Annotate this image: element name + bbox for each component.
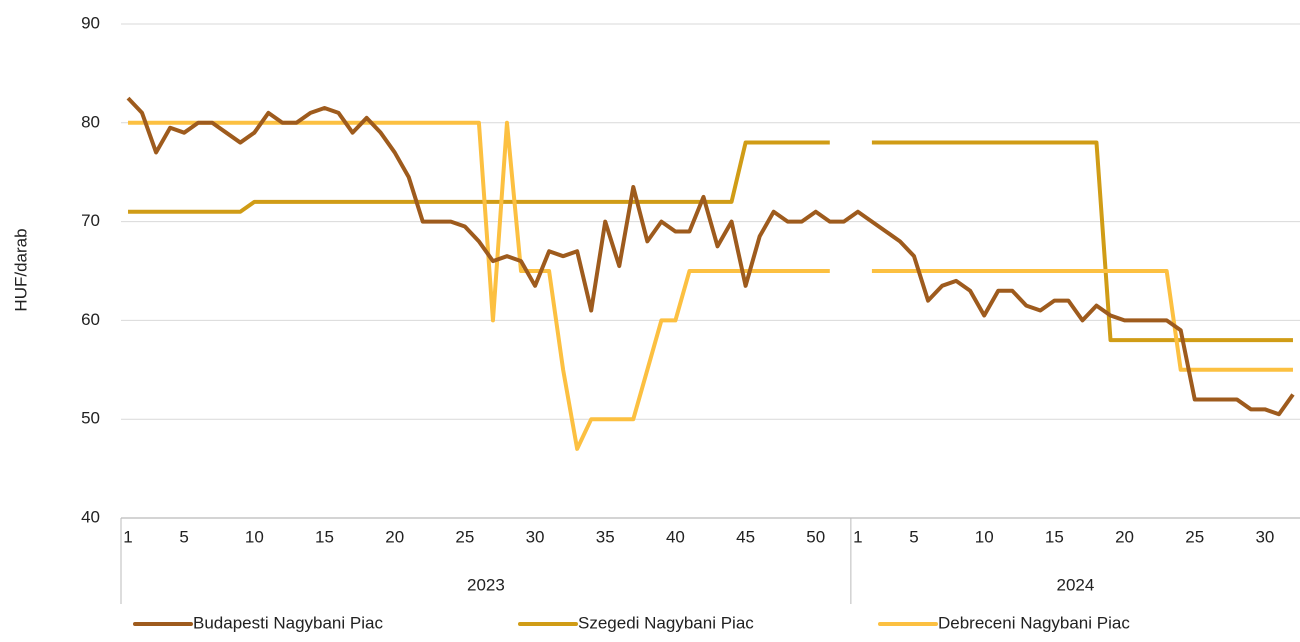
x-tick-label: 25 xyxy=(455,527,474,546)
y-tick-label: 60 xyxy=(81,310,100,329)
series-line xyxy=(128,140,1293,343)
y-tick-label: 40 xyxy=(81,507,100,526)
x-tick-label: 25 xyxy=(1185,527,1204,546)
x-tick-label: 5 xyxy=(179,527,188,546)
x-tick-label: 15 xyxy=(315,527,334,546)
x-tick-label: 20 xyxy=(1115,527,1134,546)
group-label: 2023 xyxy=(467,575,505,594)
x-tick-label: 15 xyxy=(1045,527,1064,546)
legend-label: Szegedi Nagybani Piac xyxy=(578,613,754,632)
series-line xyxy=(128,120,1293,451)
legend-label: Budapesti Nagybani Piac xyxy=(193,613,383,632)
x-tick-label: 10 xyxy=(975,527,994,546)
y-tick-label: 90 xyxy=(81,13,100,32)
x-tick-label: 50 xyxy=(806,527,825,546)
y-axis-label: HUF/darab xyxy=(11,228,30,311)
series-line xyxy=(126,96,1295,417)
x-tick-label: 35 xyxy=(596,527,615,546)
x-tick-label: 1 xyxy=(123,527,132,546)
y-tick-label: 50 xyxy=(81,409,100,428)
x-tick-label: 5 xyxy=(909,527,918,546)
group-label: 2024 xyxy=(1057,575,1095,594)
x-tick-label: 20 xyxy=(385,527,404,546)
y-tick-label: 70 xyxy=(81,211,100,230)
x-tick-label: 45 xyxy=(736,527,755,546)
x-tick-label: 30 xyxy=(1255,527,1274,546)
y-tick-label: 80 xyxy=(81,112,100,131)
x-tick-label: 30 xyxy=(526,527,545,546)
x-tick-label: 1 xyxy=(853,527,862,546)
x-tick-label: 40 xyxy=(666,527,685,546)
x-tick-label: 10 xyxy=(245,527,264,546)
legend-label: Debreceni Nagybani Piac xyxy=(938,613,1130,632)
